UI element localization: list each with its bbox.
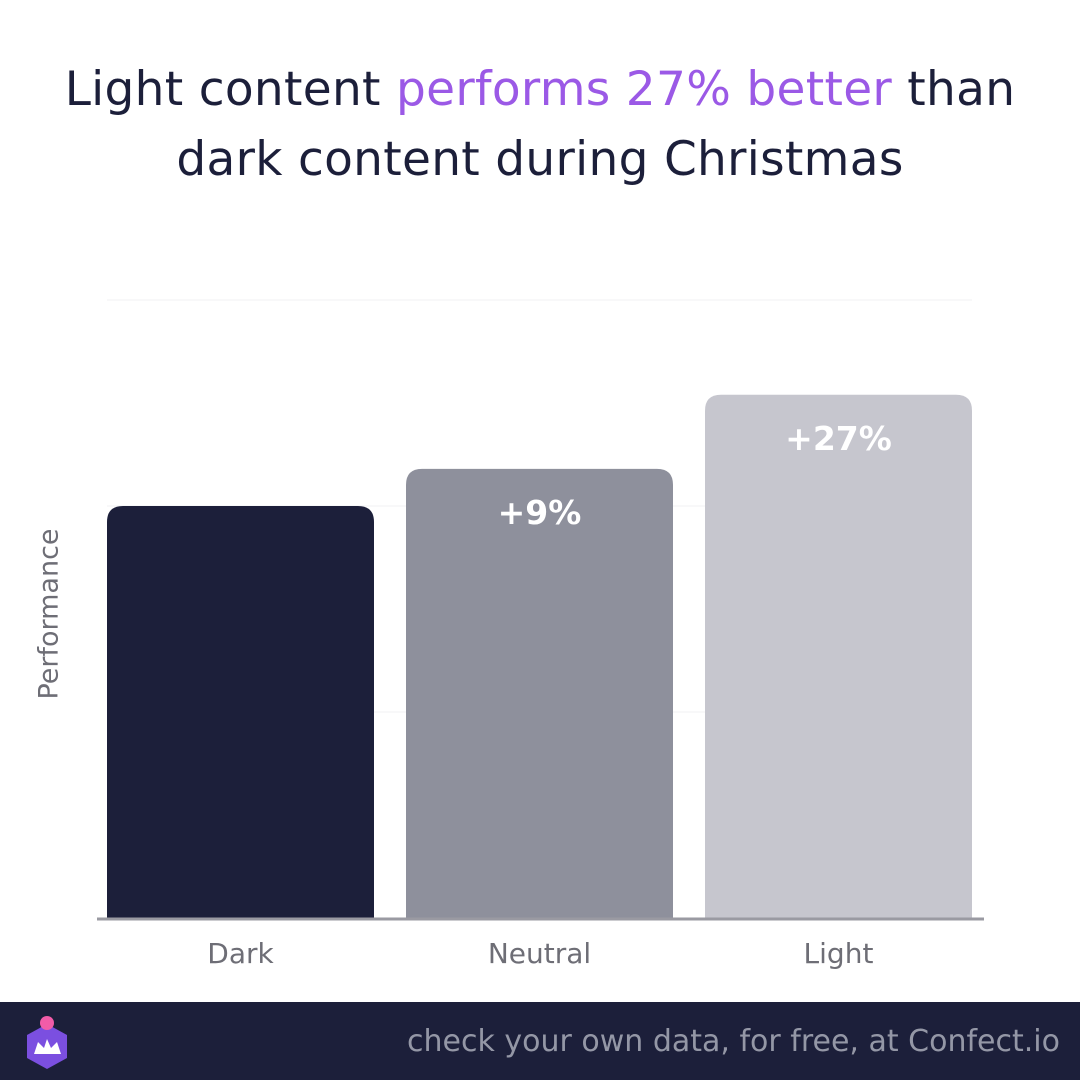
- bar-chart: Dark +9% Neutral +27% Light: [97, 299, 984, 970]
- bar-light: [705, 394, 972, 918]
- footer-text: check your own data, for free, at Confec…: [407, 1024, 1060, 1059]
- title-part-1: Light content: [64, 62, 397, 117]
- x-tick-label-dark: Dark: [207, 937, 274, 970]
- y-axis-label: Performance: [33, 528, 65, 700]
- x-tick-label-neutral: Neutral: [488, 937, 591, 970]
- bar-value-label-neutral: +9%: [498, 493, 582, 532]
- title-highlight: performs 27% better: [396, 62, 893, 117]
- bar-neutral: [406, 468, 673, 918]
- title-line-2: dark content during Christmas: [176, 132, 904, 187]
- bar-value-label-light: +27%: [785, 419, 892, 458]
- footer-banner: check your own data, for free, at Confec…: [0, 1002, 1080, 1080]
- x-tick-label-light: Light: [804, 937, 874, 970]
- title-part-2: than: [892, 62, 1016, 117]
- confect-logo-icon: [27, 1016, 67, 1069]
- chart-title: Light content performs 27% better than d…: [0, 55, 1080, 195]
- bar-dark: [107, 506, 374, 918]
